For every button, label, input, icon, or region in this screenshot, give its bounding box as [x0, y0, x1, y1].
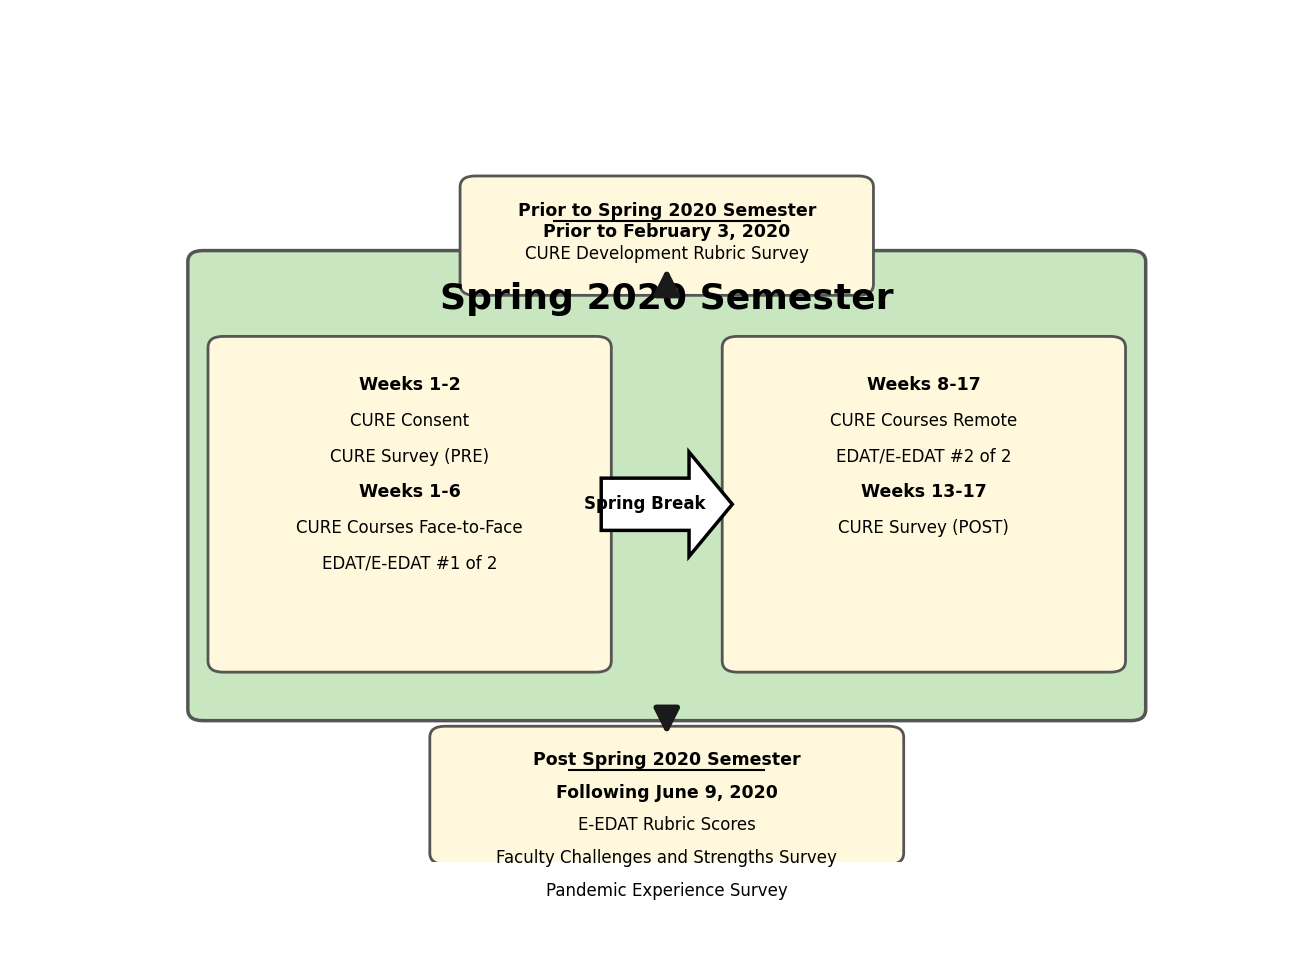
Text: Following June 9, 2020: Following June 9, 2020 [556, 784, 778, 801]
FancyBboxPatch shape [187, 251, 1146, 721]
Text: CURE Courses Remote: CURE Courses Remote [830, 412, 1017, 429]
Polygon shape [601, 452, 732, 556]
FancyBboxPatch shape [208, 336, 611, 672]
Text: CURE Development Rubric Survey: CURE Development Rubric Survey [524, 245, 809, 264]
FancyBboxPatch shape [429, 726, 904, 864]
Text: CURE Courses Face-to-Face: CURE Courses Face-to-Face [297, 519, 523, 537]
Text: Weeks 1-6: Weeks 1-6 [359, 484, 461, 501]
Text: EDAT/E-EDAT #1 of 2: EDAT/E-EDAT #1 of 2 [321, 555, 497, 573]
Text: Weeks 1-2: Weeks 1-2 [359, 376, 461, 393]
FancyBboxPatch shape [722, 336, 1125, 672]
Text: CURE Survey (POST): CURE Survey (POST) [838, 519, 1010, 537]
Text: Faculty Challenges and Strengths Survey: Faculty Challenges and Strengths Survey [496, 849, 838, 867]
FancyBboxPatch shape [461, 176, 873, 296]
Text: CURE Survey (PRE): CURE Survey (PRE) [330, 448, 489, 465]
Text: Prior to February 3, 2020: Prior to February 3, 2020 [543, 223, 791, 241]
Text: E-EDAT Rubric Scores: E-EDAT Rubric Scores [578, 817, 756, 834]
Text: Spring Break: Spring Break [584, 495, 706, 514]
Text: Weeks 13-17: Weeks 13-17 [861, 484, 986, 501]
Text: Spring 2020 Semester: Spring 2020 Semester [440, 282, 894, 316]
Text: Prior to Spring 2020 Semester: Prior to Spring 2020 Semester [518, 203, 816, 220]
Text: EDAT/E-EDAT #2 of 2: EDAT/E-EDAT #2 of 2 [837, 448, 1012, 465]
Text: Weeks 8-17: Weeks 8-17 [866, 376, 981, 393]
Text: Pandemic Experience Survey: Pandemic Experience Survey [546, 882, 787, 900]
Text: CURE Consent: CURE Consent [350, 412, 470, 429]
Text: Post Spring 2020 Semester: Post Spring 2020 Semester [533, 751, 800, 768]
